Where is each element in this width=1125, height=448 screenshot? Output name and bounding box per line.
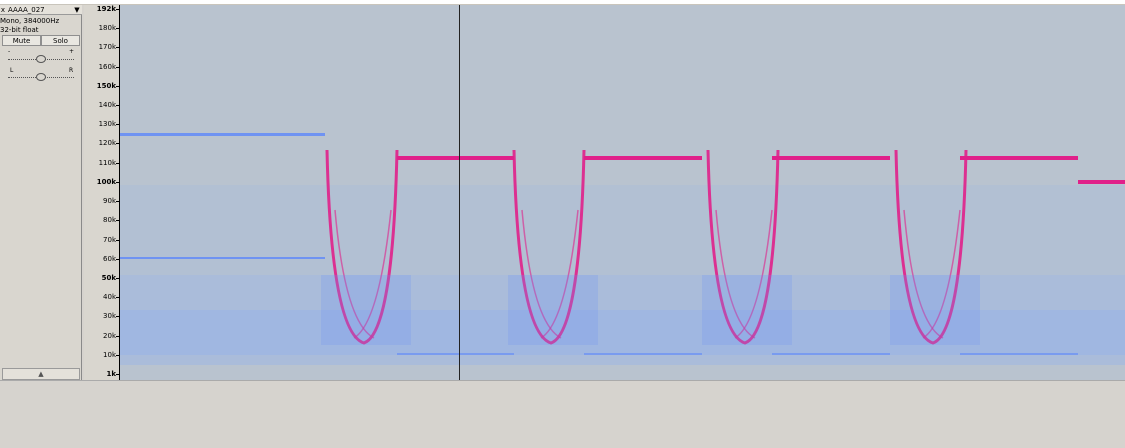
chirp-energy-cluster — [702, 275, 792, 345]
chirp-sweep — [706, 149, 780, 345]
ruler-tick-mark — [116, 47, 119, 49]
ruler-tick-label: 60k — [103, 254, 116, 263]
ruler-tick-label: 100k — [96, 177, 116, 186]
low-frequency-noise-band — [120, 275, 1125, 365]
chirp-energy-cluster — [508, 275, 598, 345]
spectrogram-background — [120, 5, 1125, 380]
ruler-tick-label: 160k — [98, 62, 116, 71]
chirp-harmonic — [715, 209, 756, 339]
ruler-tick-mark — [116, 105, 119, 107]
ruler-tick-label: 180k — [98, 24, 116, 33]
chirp-harmonic — [922, 209, 961, 339]
chirp-sweep — [894, 149, 968, 345]
mid-frequency-noise-band — [120, 185, 1125, 275]
chirp-harmonic — [540, 209, 579, 339]
low-tone-segment — [960, 353, 1078, 355]
chirp-harmonic — [353, 209, 392, 339]
blue-tone-line — [120, 257, 325, 259]
magenta-tone-line — [397, 156, 514, 160]
magenta-tone-line — [584, 156, 702, 160]
track-rate-info: Mono, 384000Hz — [0, 17, 60, 25]
mute-button[interactable]: Mute — [2, 35, 41, 46]
ruler-tick-label: 192k — [96, 5, 116, 13]
ruler-tick-mark — [116, 297, 119, 299]
chirp-energy-cluster — [321, 275, 411, 345]
track-name-menu[interactable]: AAAA_027 — [8, 5, 45, 14]
chirp-harmonic — [734, 209, 773, 339]
ruler-tick-mark — [116, 181, 119, 183]
track-format-info: 32-bit float — [0, 26, 39, 34]
pan-slider[interactable] — [8, 71, 74, 83]
ruler-tick-mark — [116, 9, 119, 10]
top-edge — [0, 0, 1125, 5]
close-track-icon[interactable]: x — [0, 5, 6, 14]
ruler-tick-label: 50k — [101, 273, 116, 282]
ruler-tick-label: 70k — [103, 235, 116, 244]
ruler-tick-label: 130k — [98, 120, 116, 129]
ruler-tick-label: 150k — [96, 81, 116, 90]
ruler-tick-mark — [116, 354, 119, 356]
gain-slider-thumb[interactable] — [36, 55, 46, 63]
ruler-tick-label: 40k — [103, 293, 116, 302]
ruler-tick-mark — [116, 374, 119, 375]
gain-slider[interactable] — [8, 53, 74, 65]
ruler-tick-mark — [116, 201, 119, 203]
chirp-energy-cluster — [890, 275, 980, 345]
pan-slider-thumb[interactable] — [36, 73, 46, 81]
ruler-tick-label: 1k — [106, 370, 116, 378]
chirp-harmonic — [903, 209, 944, 339]
blue-tone-line — [120, 133, 325, 136]
low-tone-segment — [772, 353, 890, 355]
empty-track-area[interactable] — [0, 380, 1125, 448]
ruler-tick-label: 140k — [98, 101, 116, 110]
magenta-tone-line — [772, 156, 890, 160]
ruler-tick-label: 120k — [98, 139, 116, 148]
ruler-tick-mark — [116, 277, 119, 279]
low-tone-segment — [584, 353, 702, 355]
ruler-tick-mark — [116, 85, 119, 87]
spectrogram-view[interactable] — [120, 5, 1125, 380]
low-tone-segment — [397, 353, 514, 355]
magenta-tone-line — [1078, 180, 1125, 184]
mute-solo-row: Mute Solo — [2, 35, 80, 46]
gain-plus-label: + — [69, 48, 75, 55]
ruler-tick-mark — [116, 258, 119, 260]
ruler-tick-label: 110k — [98, 158, 116, 167]
pan-left-label: L — [10, 67, 14, 74]
ruler-tick-mark — [116, 335, 119, 337]
frequency-ruler: 192k 180k 170k 160k 150k 140k 130k 120k 110k 100k… — [84, 5, 120, 380]
ruler-tick-label: 170k — [98, 43, 116, 52]
ruler-tick-mark — [116, 143, 119, 145]
chirp-harmonic — [521, 209, 562, 339]
ruler-tick-mark — [116, 220, 119, 222]
chirp-harmonic — [334, 209, 375, 339]
chevron-down-icon[interactable]: ▼ — [74, 5, 80, 14]
ruler-tick-mark — [116, 162, 119, 164]
ruler-tick-label: 80k — [103, 216, 116, 225]
track-control-panel: x AAAA_027 ▼ Mono, 384000Hz 32-bit float… — [0, 5, 82, 380]
track-header: x AAAA_027 ▼ — [0, 5, 82, 15]
ruler-tick-mark — [116, 66, 119, 68]
low-frequency-noise-core — [120, 310, 1125, 355]
solo-button[interactable]: Solo — [41, 35, 80, 46]
chirp-sweep — [512, 149, 586, 345]
ruler-tick-label: 30k — [103, 312, 116, 321]
ruler-tick-mark — [116, 316, 119, 318]
ruler-tick-label: 10k — [103, 350, 116, 359]
play-cursor — [459, 5, 460, 380]
ruler-tick-label: 20k — [103, 331, 116, 340]
gain-minus-label: - — [8, 48, 11, 55]
ruler-tick-mark — [116, 124, 119, 126]
spectrogram-image — [120, 5, 1125, 380]
ruler-tick-mark — [116, 239, 119, 241]
ruler-tick-label: 90k — [103, 197, 116, 206]
collapse-track-button[interactable]: ▲ — [2, 368, 80, 380]
magenta-tone-line — [960, 156, 1078, 160]
pan-right-label: R — [69, 67, 74, 74]
ruler-tick-mark — [116, 28, 119, 30]
chirp-sweep — [325, 149, 399, 345]
